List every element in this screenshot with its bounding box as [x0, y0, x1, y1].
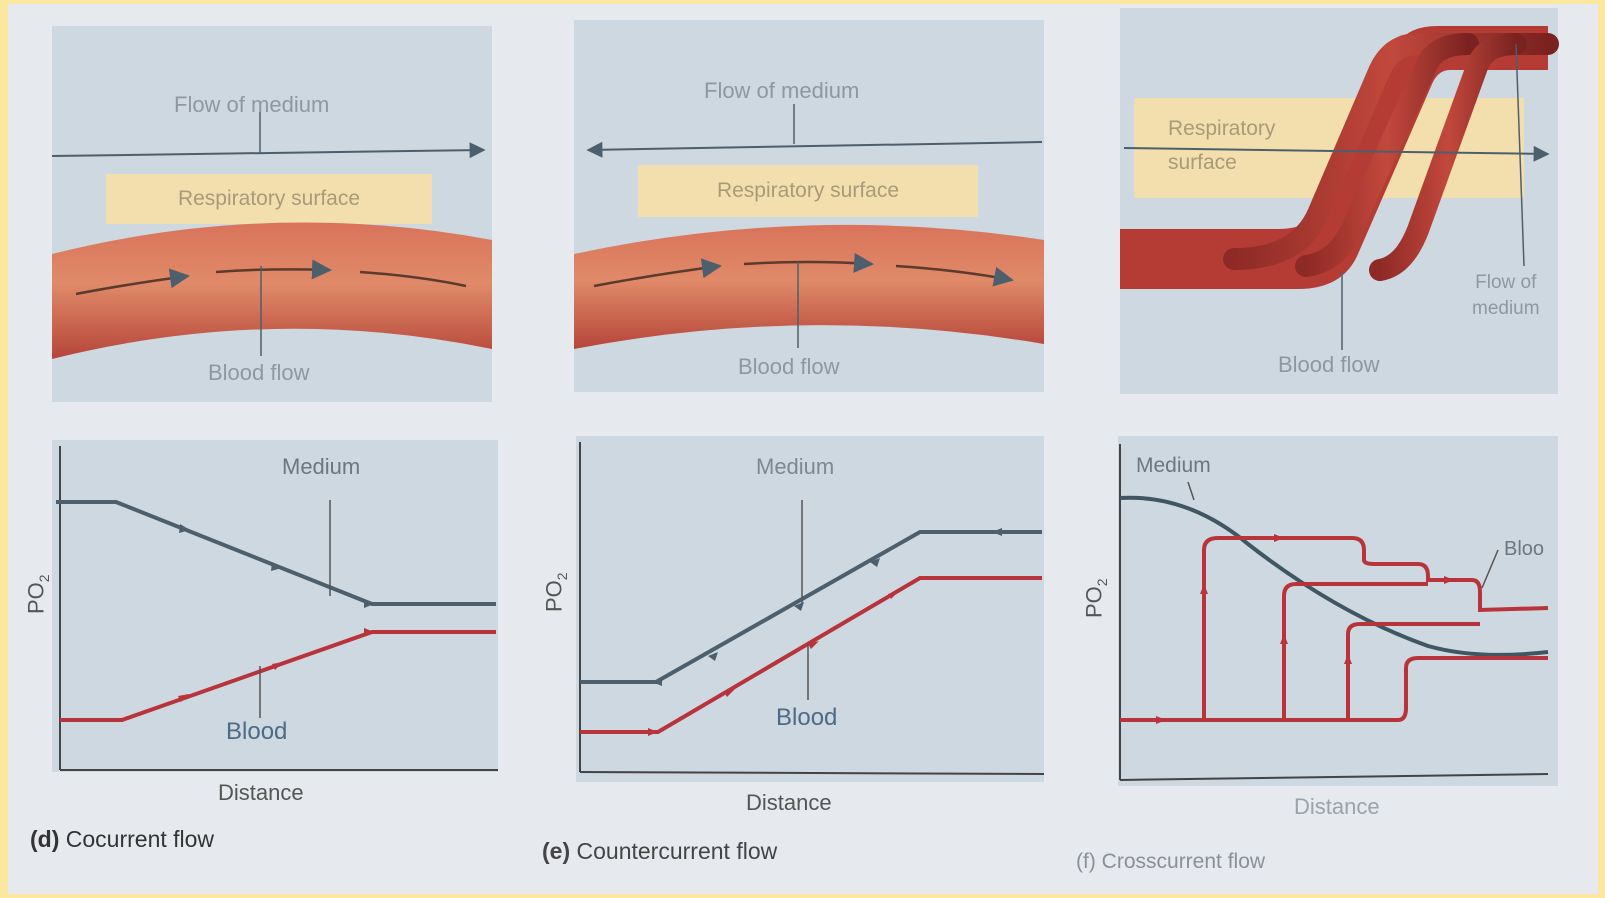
- medium-label: Medium: [1136, 454, 1211, 477]
- countercurrent-flow-arrow: [586, 104, 1043, 158]
- po2-axis-label: PO2: [541, 572, 570, 612]
- figure-caption-f: (f) Crosscurrent flow: [1076, 850, 1266, 873]
- cocurrent-blood-arrows: [75, 259, 467, 356]
- cocurrent-blood-vessel: [52, 222, 492, 359]
- respiratory-surface: Respiratory surface: [638, 165, 978, 217]
- medium-po2-line: [56, 500, 496, 606]
- countercurrent-graph: [579, 442, 1045, 775]
- po2-axis-label: PO2: [23, 574, 52, 614]
- figure-caption-d: (d) Cocurrent flow: [30, 826, 215, 852]
- medium-label: Medium: [756, 454, 835, 479]
- cocurrent-graph: [56, 446, 498, 771]
- blood-po2-lines: [1120, 536, 1549, 722]
- countercurrent-blood-arrows: [593, 252, 1014, 348]
- flow-of-medium-label: Flow of medium: [704, 78, 860, 103]
- countercurrent-blood-vessel: [574, 224, 1044, 349]
- textbook-page: Flow of medium Respiratory surface Blood…: [8, 4, 1598, 894]
- respiratory-surface-label: Respiratory surface: [1168, 117, 1276, 174]
- blood-label: Blood: [776, 704, 838, 731]
- medium-po2-line: [580, 530, 1042, 684]
- distance-axis-label: Distance: [1294, 794, 1380, 819]
- distance-axis-label: Distance: [218, 780, 304, 805]
- blood-flow-label: Blood flow: [738, 354, 840, 379]
- figure-caption-e: (e) Countercurrent flow: [542, 838, 778, 864]
- crosscurrent-blood-vessels: [1120, 26, 1559, 350]
- blood-flow-label: Blood flow: [208, 360, 310, 385]
- medium-label: Medium: [282, 454, 361, 479]
- blood-flow-label: Blood flow: [1278, 352, 1380, 377]
- flow-of-medium-label: Flow of medium: [174, 92, 330, 117]
- medium-po2-line: [1119, 495, 1549, 657]
- respiratory-surface: Respiratory surface: [106, 174, 432, 224]
- crosscurrent-graph: [1119, 444, 1549, 781]
- cocurrent-flow-arrow: [51, 112, 486, 159]
- flow-of-medium-label: Flow of medium: [1472, 272, 1540, 319]
- countercurrent-graph-area: [576, 436, 1044, 782]
- po2-axis-label: PO2: [1081, 578, 1110, 618]
- distance-axis-label: Distance: [746, 790, 832, 815]
- diagram-drawings: [51, 26, 1559, 781]
- blood-po2-line: [580, 576, 1042, 734]
- blood-po2-line: [60, 630, 496, 722]
- blood-label: Blood: [226, 718, 288, 745]
- blood-label: Bloo: [1504, 538, 1545, 560]
